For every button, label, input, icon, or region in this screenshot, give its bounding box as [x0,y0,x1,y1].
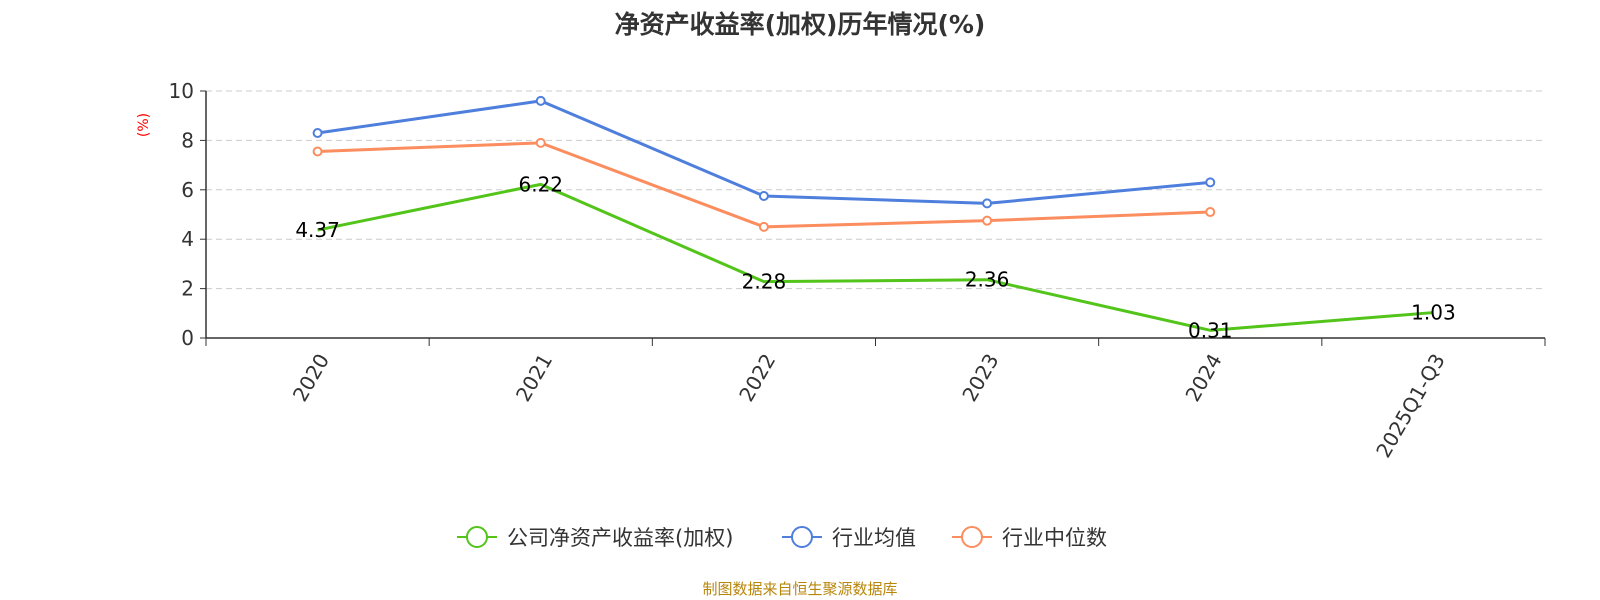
series-point-1 [535,95,546,106]
legend-item-label: 公司净资产收益率(加权) [507,526,733,550]
series-point-2 [982,215,993,226]
source-note: 制图数据来自恒生聚源数据库 [702,580,897,598]
legend: 公司净资产收益率(加权) 行业均值 行业中位数 [457,526,1107,550]
series-point-1 [758,190,769,201]
series-line-0 [317,182,1434,332]
y-tick-label: 0 [181,326,194,350]
series-point-1 [982,198,993,209]
series-point-2 [1205,207,1216,218]
y-tick-label: 2 [181,277,194,301]
data-label: 0.31 [1188,318,1233,342]
series-line-2 [317,141,1211,229]
series-point-2 [758,221,769,232]
y-axis-label: (%) [136,113,152,137]
legend-swatch-marker [466,526,488,548]
series-line-1 [317,99,1211,205]
data-labels: 4.37 6.22 2.28 2.36 0.31 1.03 [295,172,1455,342]
legend-swatch-marker [961,526,983,548]
x-tick-label: 2025Q1-Q3 [1371,350,1450,462]
data-label: 1.03 [1411,301,1456,325]
grid [206,90,1545,290]
chart-title: 净资产收益率(加权)历年情况(%) [615,10,986,39]
series [312,95,1434,332]
axes: 0 2 4 6 8 10 2020 2021 2022 2023 2024 2025Q1-Q3 [169,79,1546,462]
legend-item-label: 行业均值 [832,526,916,550]
y-tick-label: 4 [181,227,194,251]
x-tick-label: 2022 [734,350,780,406]
series-point-1 [1205,177,1216,188]
data-label: 2.36 [965,268,1010,292]
legend-swatch-marker [791,526,813,548]
x-tick-label: 2020 [288,350,334,406]
y-tick-label: 6 [181,178,194,202]
data-label: 4.37 [295,218,340,242]
series-point-2 [312,146,323,157]
series-point-1 [312,127,323,138]
x-tick-label: 2021 [511,350,557,406]
y-tick-label: 10 [169,79,194,103]
data-label: 2.28 [742,270,787,294]
y-tick-label: 8 [181,128,194,152]
series-point-2 [535,137,546,148]
data-label: 6.22 [518,172,563,196]
x-tick-label: 2024 [1180,350,1226,406]
legend-item-label: 行业中位数 [1002,526,1107,550]
x-tick-label: 2023 [957,349,1003,405]
